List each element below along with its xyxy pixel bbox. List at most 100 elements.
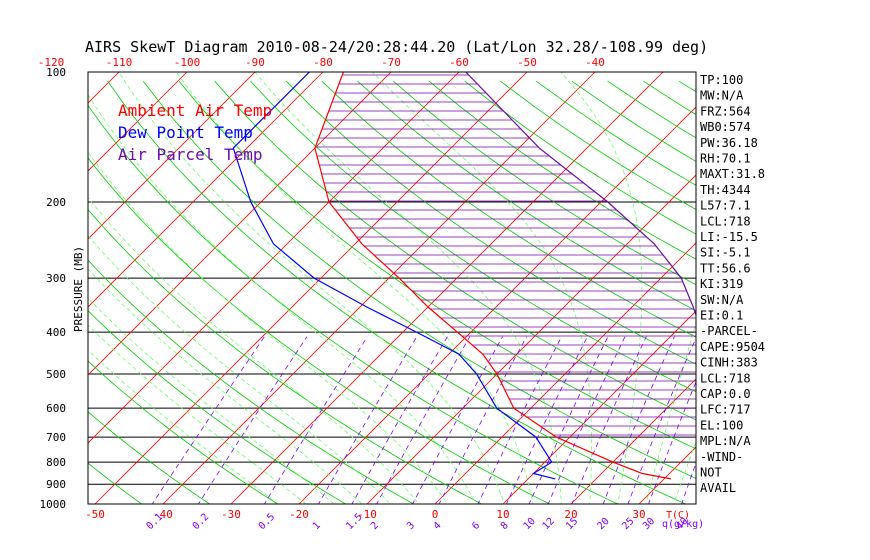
- mixing-ratio-line: [438, 336, 527, 504]
- dry-adiabat-line: [88, 360, 279, 504]
- isotherm-line: [88, 72, 460, 444]
- index-entry: RH:70.1: [700, 152, 751, 166]
- moist-adiabat-line: [372, 72, 592, 504]
- isotherm-line: [366, 174, 696, 504]
- mixing-ratio-label: 10: [522, 516, 538, 532]
- index-entry: CAP:0.0: [700, 387, 751, 401]
- x-tick-label: -10: [357, 508, 377, 521]
- x-axis-unit: T(C): [666, 510, 690, 521]
- mixing-ratio-line: [477, 336, 562, 504]
- x-tick-label: -40: [153, 508, 173, 521]
- mixing-ratio-label: 0.2: [191, 512, 212, 533]
- mixing-ratio-line: [627, 337, 696, 504]
- mixing-ratio-line: [571, 336, 647, 504]
- x-tick-label: -20: [289, 508, 309, 521]
- mixing-ratio-label: 20: [595, 516, 611, 532]
- dry-adiabat-line: [107, 80, 687, 504]
- x-top-tick-label: -100: [174, 56, 201, 69]
- dry-adiabat-line: [357, 80, 696, 312]
- cape-hatching: [315, 74, 696, 436]
- index-entry: PW:36.18: [700, 136, 758, 150]
- isotherm-line: [88, 72, 256, 240]
- dry-adiabat-line: [142, 80, 696, 479]
- y-axis-label: PRESSURE (MB): [72, 246, 85, 332]
- y-tick-label: 600: [46, 402, 66, 415]
- legend-parcel: Air Parcel Temp: [118, 145, 263, 164]
- moist-adiabat-line: [560, 72, 643, 504]
- moist-adiabat-line: [88, 268, 363, 504]
- mixing-ratio-label: 3: [405, 520, 417, 532]
- index-entry: CAPE:9504: [700, 340, 765, 354]
- index-entry: TT:56.6: [700, 261, 751, 275]
- x-top-tick-label: -90: [245, 56, 265, 69]
- legend-ambient: Ambient Air Temp: [118, 101, 272, 120]
- index-entry: LI:-15.5: [700, 230, 758, 244]
- mixing-ratio-line: [376, 336, 471, 504]
- dry-adiabat-line: [214, 80, 696, 421]
- moist-adiabat-line: [254, 72, 562, 504]
- index-entry: TP:100: [700, 73, 743, 87]
- x-tick-label: 10: [496, 508, 509, 521]
- legend: Ambient Air Temp Dew Point Temp Air Parc…: [118, 101, 272, 164]
- dry-adiabat-line: [393, 80, 696, 286]
- dry-adiabat-line: [321, 80, 696, 338]
- index-entry: EI:0.1: [700, 309, 743, 323]
- y-tick-label: 200: [46, 196, 66, 209]
- y-tick-label: 1000: [40, 498, 67, 511]
- isotherm-line: [88, 72, 188, 172]
- dry-adiabat-line: [500, 80, 696, 210]
- index-entry: TH:4344: [700, 183, 751, 197]
- moist-adiabat-line: [88, 94, 477, 504]
- isotherm-line: [88, 72, 324, 308]
- index-entry: FRZ:564: [700, 104, 751, 118]
- index-entry: KI:319: [700, 277, 743, 291]
- mixing-ratio-label: 0.5: [257, 512, 278, 533]
- index-entry: MAXT:31.8: [700, 167, 765, 181]
- moist-adiabat-line: [88, 235, 391, 504]
- chart-title: AIRS SkewT Diagram 2010-08-24/20:28:44.2…: [85, 38, 708, 56]
- index-entry: SW:N/A: [700, 293, 744, 307]
- legend-dewpoint: Dew Point Temp: [118, 123, 253, 142]
- dry-adiabat-line: [88, 259, 415, 504]
- index-entry: AVAIL: [700, 481, 736, 495]
- mixing-ratio-line: [351, 336, 448, 504]
- isotherm-line: [570, 378, 696, 504]
- moist-adiabat-line: [88, 349, 279, 504]
- y-tick-label: 100: [46, 66, 66, 79]
- dry-adiabat-line: [285, 80, 696, 365]
- mixing-ratio-line: [506, 336, 588, 504]
- x-axis-bottom: -50 -40 -30 -20 -10 0 10 20 30: [85, 508, 646, 521]
- y-tick-label: 500: [46, 368, 66, 381]
- index-entry: LCL:718: [700, 371, 751, 385]
- dry-adiabat-line: [250, 80, 696, 393]
- mixing-ratio-label: 2: [369, 520, 381, 532]
- index-entry: LFC:717: [700, 403, 751, 417]
- dry-adiabat-line: [88, 157, 551, 504]
- index-entry: NOT: [700, 466, 722, 480]
- isotherm-line: [0, 72, 51, 504]
- index-entry: MW:N/A: [700, 89, 744, 103]
- y-tick-label: 900: [46, 478, 66, 491]
- dry-adiabat-line: [178, 80, 696, 450]
- x-top-tick-label: -110: [106, 56, 133, 69]
- ambient-temp-line: [314, 72, 672, 480]
- y-tick-label: 700: [46, 431, 66, 444]
- x-tick-label: -30: [221, 508, 241, 521]
- grid-lines: [0, 72, 870, 504]
- x-tick-label: 0: [432, 508, 439, 521]
- x-top-tick-label: -60: [449, 56, 469, 69]
- y-tick-label: 400: [46, 326, 66, 339]
- x-top-tick-label: -70: [381, 56, 401, 69]
- x-tick-label: 20: [564, 508, 577, 521]
- sounding-curves: [232, 72, 696, 480]
- x-top-tick-label: -120: [38, 56, 65, 69]
- x-top-tick-label: -40: [585, 56, 605, 69]
- moist-adiabat-line: [88, 151, 448, 504]
- mixing-ratio-line: [648, 380, 696, 504]
- dry-adiabat-line: [88, 411, 211, 504]
- dry-adiabat-line: [428, 80, 696, 260]
- parcel-temp-line: [465, 72, 696, 317]
- isotherm-line: [775, 72, 870, 504]
